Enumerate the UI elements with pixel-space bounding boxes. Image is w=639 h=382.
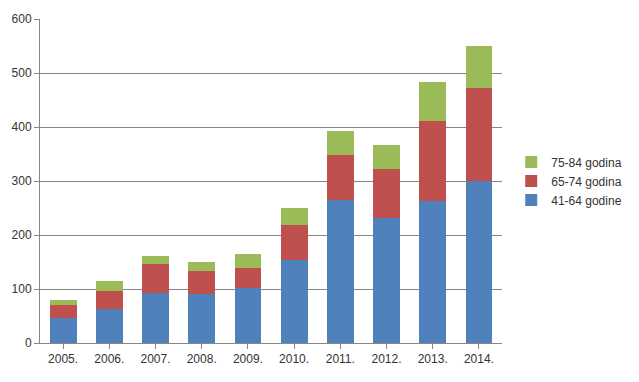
svg-text:400: 400 bbox=[12, 120, 32, 134]
svg-text:2005.: 2005. bbox=[48, 352, 78, 366]
svg-text:2014.: 2014. bbox=[464, 352, 494, 366]
svg-text:2007.: 2007. bbox=[140, 352, 170, 366]
svg-text:2013.: 2013. bbox=[418, 352, 448, 366]
svg-text:600: 600 bbox=[12, 12, 32, 26]
svg-text:2006.: 2006. bbox=[94, 352, 124, 366]
svg-text:75-84 godina: 75-84 godina bbox=[551, 156, 621, 170]
svg-text:300: 300 bbox=[12, 174, 32, 188]
svg-text:2008.: 2008. bbox=[187, 352, 217, 366]
svg-text:41-64 godine: 41-64 godine bbox=[551, 194, 621, 208]
svg-text:65-74 godina: 65-74 godina bbox=[551, 175, 621, 189]
svg-text:100: 100 bbox=[12, 282, 32, 296]
svg-text:500: 500 bbox=[12, 66, 32, 80]
svg-text:0: 0 bbox=[25, 336, 32, 350]
svg-text:2009.: 2009. bbox=[233, 352, 263, 366]
svg-text:200: 200 bbox=[12, 228, 32, 242]
svg-text:2012.: 2012. bbox=[371, 352, 401, 366]
svg-text:2011.: 2011. bbox=[326, 352, 355, 366]
svg-text:2010.: 2010. bbox=[279, 352, 309, 366]
